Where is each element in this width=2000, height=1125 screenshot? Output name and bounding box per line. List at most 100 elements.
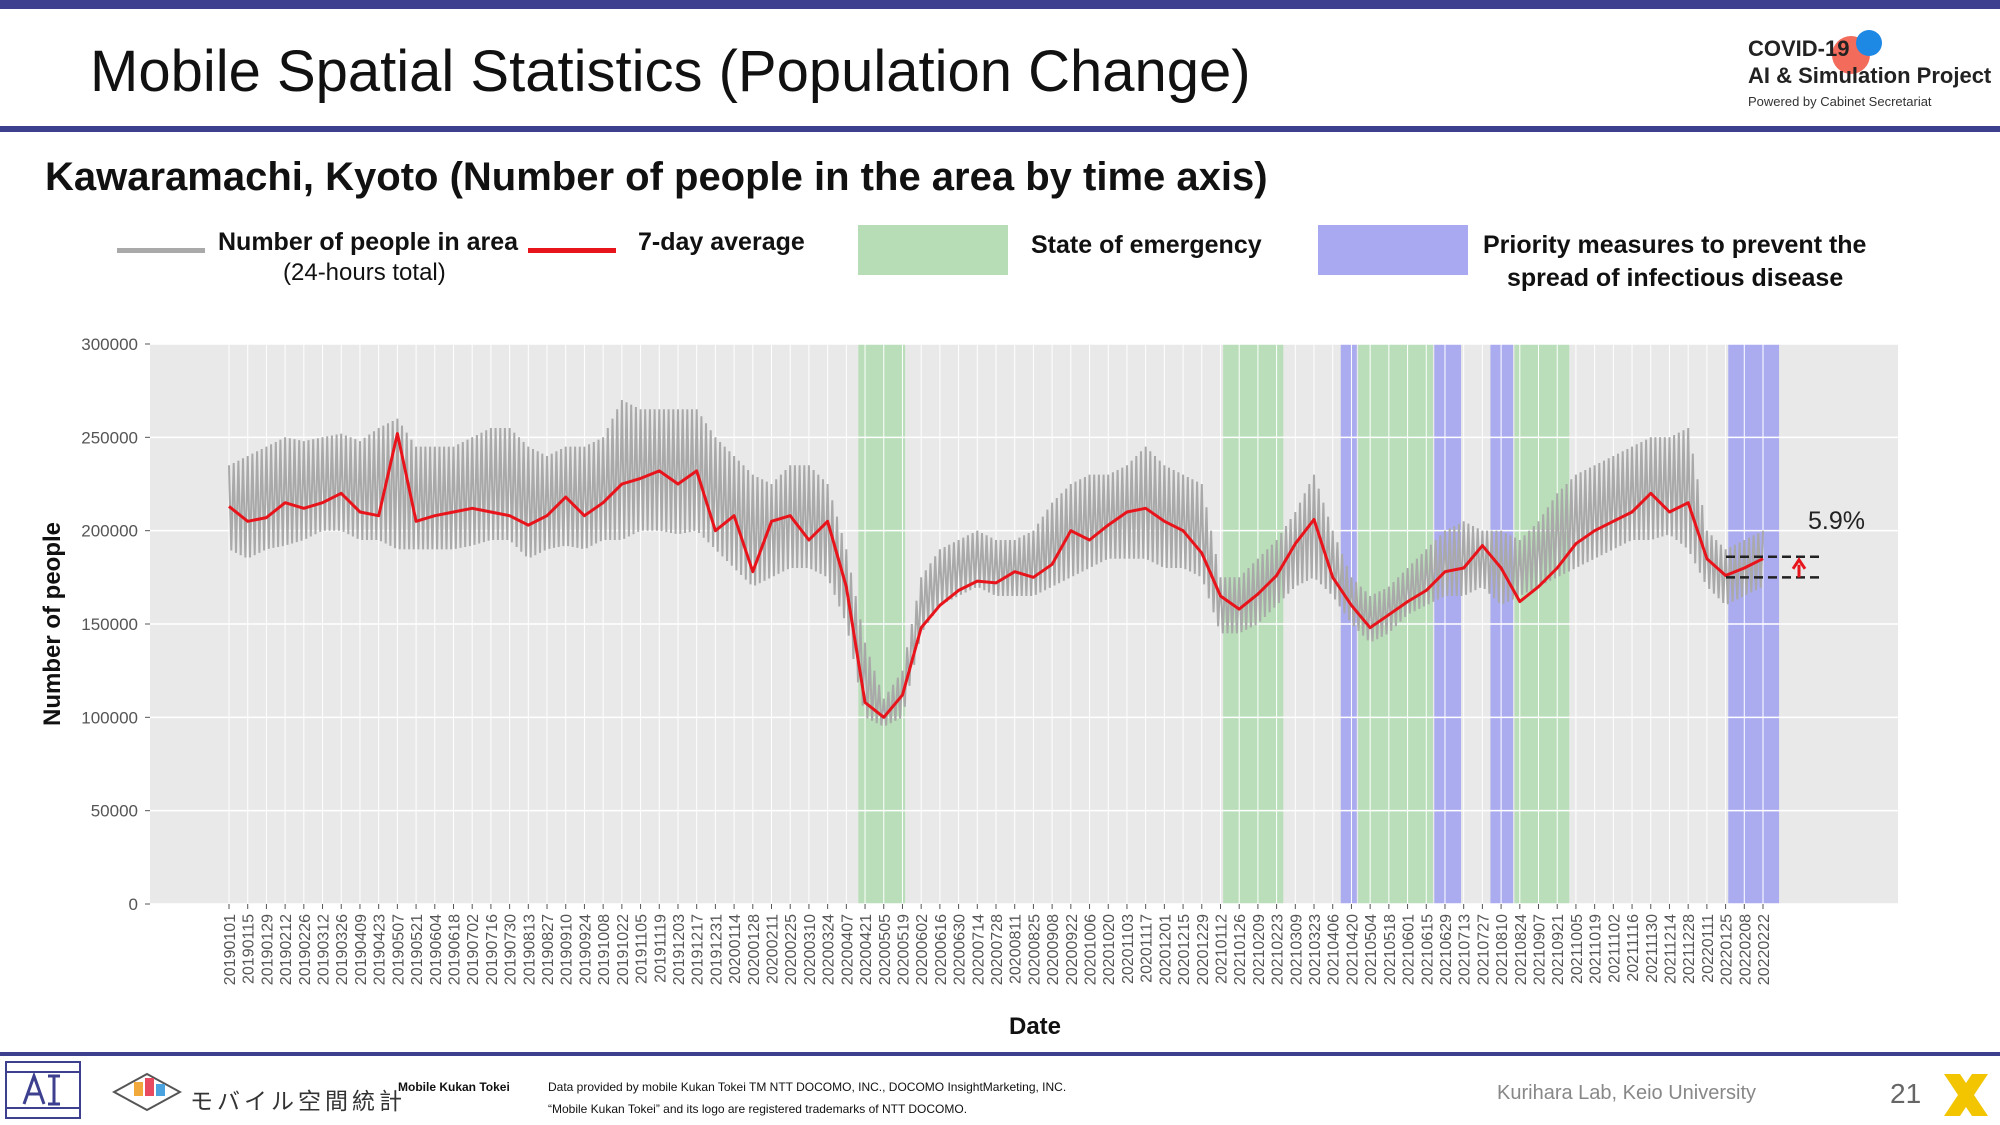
x-tick-label: 20210713 bbox=[1457, 914, 1474, 985]
x-tick-label: 20190618 bbox=[446, 914, 463, 985]
logo-line1: COVID-19 bbox=[1748, 36, 1850, 61]
x-tick-label: 20210406 bbox=[1326, 914, 1343, 985]
y-tick-label: 250000 bbox=[81, 428, 138, 447]
annotation-arrow-icon bbox=[1791, 557, 1807, 578]
x-tick-label: 20210309 bbox=[1288, 914, 1305, 985]
x-tick-label: 20190910 bbox=[559, 914, 576, 985]
x-tick-label: 20200225 bbox=[783, 914, 800, 985]
x-tick-label: 20200421 bbox=[858, 914, 875, 985]
y-tick-label: 300000 bbox=[81, 335, 138, 354]
footer-divider bbox=[0, 1052, 2000, 1056]
legend-priority-label-2: spread of infectious disease bbox=[1507, 264, 1844, 292]
legend-daily-label: Number of people in area bbox=[218, 228, 519, 256]
x-tick-label: 20190423 bbox=[372, 914, 389, 985]
x-tick-label: 20210810 bbox=[1494, 914, 1511, 985]
x-tick-label: 20211102 bbox=[1606, 914, 1623, 983]
x-tick-label: 20211116 bbox=[1625, 914, 1642, 982]
x-tick-label: 20200630 bbox=[952, 914, 969, 985]
x-tick-label: 20190924 bbox=[577, 914, 594, 985]
logo-line3: Powered by Cabinet Secretariat bbox=[1748, 94, 1932, 109]
x-tick-label: 20200825 bbox=[1026, 914, 1043, 985]
x-tick-label: 20210601 bbox=[1401, 914, 1418, 985]
page-title: Mobile Spatial Statistics (Population Ch… bbox=[90, 39, 1251, 104]
y-tick-label: 50000 bbox=[91, 802, 138, 821]
x-tick-label: 20201006 bbox=[1083, 914, 1100, 985]
x-tick-label: 20200602 bbox=[914, 914, 931, 985]
x-tick-label: 20210112 bbox=[1213, 914, 1230, 984]
legend-priority-label-1: Priority measures to prevent the bbox=[1483, 231, 1867, 259]
x-tick-label: 20211214 bbox=[1662, 914, 1679, 984]
x-tick-label: 20190409 bbox=[353, 914, 370, 985]
x-tick-label: 20210727 bbox=[1475, 914, 1492, 985]
x-tick-label: 20200310 bbox=[802, 914, 819, 985]
x-tick-label: 20201020 bbox=[1101, 914, 1118, 985]
x-tick-label: 20200505 bbox=[877, 914, 894, 985]
x-tick-label: 20200519 bbox=[895, 914, 912, 985]
y-tick-label: 150000 bbox=[81, 615, 138, 634]
x-tick-label: 20190604 bbox=[428, 914, 445, 985]
x-tick-label: 20200407 bbox=[839, 914, 856, 985]
chart-subtitle: Kawaramachi, Kyoto (Number of people in … bbox=[45, 155, 1268, 199]
legend-daily-swatch bbox=[117, 248, 205, 253]
x-tick-label: 20191022 bbox=[615, 914, 632, 985]
x-tick-label: 20200728 bbox=[989, 914, 1006, 985]
x-tick-label: 20200811 bbox=[1008, 914, 1025, 984]
x-tick-label: 20190326 bbox=[334, 914, 351, 985]
x-tick-label: 20210504 bbox=[1363, 914, 1380, 985]
lab-credit: Kurihara Lab, Keio University bbox=[1497, 1082, 1757, 1104]
x-tick-label: 20200908 bbox=[1045, 914, 1062, 985]
annotation-label: 5.9% bbox=[1808, 507, 1865, 535]
mobile-kukan-tokei-logo-icon bbox=[112, 1072, 182, 1112]
x-tick-label: 20190312 bbox=[316, 914, 333, 985]
keio-lab-logo-icon bbox=[5, 1061, 81, 1119]
x-tick-label: 20210615 bbox=[1419, 914, 1436, 985]
x-tick-label: 20220111 bbox=[1700, 914, 1717, 983]
x-tick-label: 20220222 bbox=[1756, 914, 1773, 985]
x-tick-label: 20201117 bbox=[1139, 914, 1156, 983]
x-tick-label: 20220125 bbox=[1719, 914, 1736, 985]
legend-priority-swatch bbox=[1318, 225, 1468, 275]
x-tick-label: 20210126 bbox=[1232, 914, 1249, 985]
x-tick-label: 20190521 bbox=[409, 914, 426, 985]
x-tick-label: 20210629 bbox=[1438, 914, 1455, 985]
x-tick-label: 20211130 bbox=[1644, 914, 1661, 983]
header-divider bbox=[0, 126, 2000, 132]
x-tick-label: 20190716 bbox=[484, 914, 501, 985]
legend-average-label: 7-day average bbox=[638, 228, 805, 256]
logo-line2: AI & Simulation Project bbox=[1748, 63, 1992, 88]
x-tick-label: 20201215 bbox=[1176, 914, 1193, 985]
x-tick-label: 20190507 bbox=[390, 914, 407, 985]
x-tick-label: 20210518 bbox=[1382, 914, 1399, 985]
x-tick-label: 20190212 bbox=[278, 914, 295, 985]
x-tick-label: 20190115 bbox=[241, 914, 258, 984]
x-tick-label: 20190101 bbox=[222, 914, 239, 985]
x-brand-logo-icon bbox=[1944, 1074, 1988, 1116]
x-tick-label: 20210907 bbox=[1532, 914, 1549, 985]
x-tick-label: 20190129 bbox=[259, 914, 276, 985]
x-tick-label: 20200128 bbox=[746, 914, 763, 985]
x-tick-label: 20190702 bbox=[465, 914, 482, 985]
x-axis-label: Date bbox=[1009, 1013, 1061, 1040]
x-tick-label: 20211005 bbox=[1569, 914, 1586, 984]
covid-ai-logo: COVID-19 AI & Simulation Project Powered… bbox=[1748, 30, 1991, 115]
x-tick-label: 20200922 bbox=[1064, 914, 1081, 985]
x-tick-label: 20200114 bbox=[727, 914, 744, 984]
x-tick-label: 20191203 bbox=[671, 914, 688, 985]
top-accent-bar bbox=[0, 0, 2000, 9]
data-credit-line1: Data provided by mobile Kukan Tokei TM N… bbox=[548, 1080, 1067, 1094]
x-tick-label: 20191105 bbox=[634, 914, 651, 984]
x-tick-label: 20210420 bbox=[1344, 914, 1361, 985]
x-tick-label: 20190730 bbox=[503, 914, 520, 985]
x-tick-label: 20200714 bbox=[970, 914, 987, 985]
y-tick-label: 0 bbox=[129, 895, 138, 914]
y-axis-label: Number of people bbox=[39, 522, 66, 726]
population-chart: 0 50000 100000 150000 200000 250000 300000 201… bbox=[39, 335, 1898, 1040]
legend-emergency-swatch bbox=[858, 225, 1008, 275]
page-number: 21 bbox=[1890, 1078, 1922, 1109]
data-credit-line2: “Mobile Kukan Tokei” and its logo are re… bbox=[548, 1102, 968, 1116]
logo-blue-dot-icon bbox=[1856, 30, 1882, 56]
x-tick-label: 20210921 bbox=[1550, 914, 1567, 985]
x-tick-label: 20190813 bbox=[521, 914, 538, 985]
legend-emergency-label: State of emergency bbox=[1031, 231, 1262, 259]
x-tick-label: 20210209 bbox=[1251, 914, 1268, 985]
